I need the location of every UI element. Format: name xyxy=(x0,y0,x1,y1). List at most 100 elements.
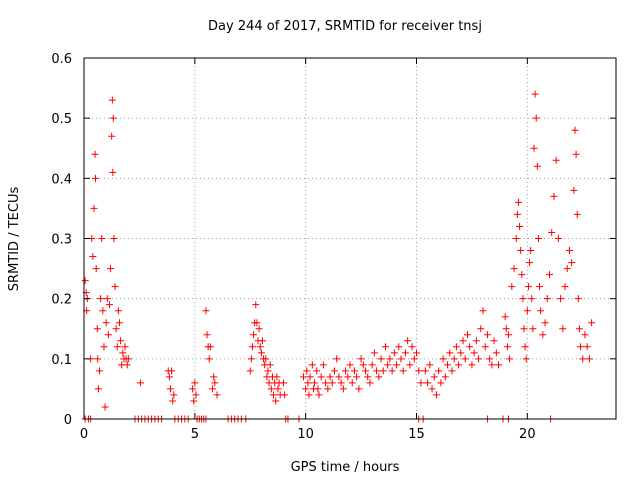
data-point xyxy=(570,186,578,194)
data-point xyxy=(102,319,110,327)
data-point xyxy=(92,174,100,182)
data-point xyxy=(379,367,387,375)
data-point xyxy=(202,307,210,315)
data-point xyxy=(213,391,221,399)
data-point xyxy=(504,331,512,339)
data-marks xyxy=(81,90,596,423)
data-point xyxy=(108,132,116,140)
data-point xyxy=(381,343,389,351)
data-point xyxy=(350,367,358,375)
data-point xyxy=(368,361,376,369)
data-point xyxy=(326,373,334,381)
data-point xyxy=(355,385,363,393)
chart-title: Day 244 of 2017, SRMTID for receiver tns… xyxy=(208,19,482,34)
data-point xyxy=(508,283,516,291)
data-point xyxy=(117,337,125,345)
data-point xyxy=(89,253,97,261)
data-point xyxy=(253,319,261,327)
data-point xyxy=(110,235,118,242)
data-point xyxy=(512,235,520,242)
data-point xyxy=(568,259,576,267)
data-point xyxy=(583,343,591,351)
data-point xyxy=(191,379,199,387)
data-point xyxy=(565,247,573,255)
axis-ticks: 0 5 10 15 20 0 0.1 0.2 0.3 0.4 0.5 0.6 xyxy=(51,52,616,442)
data-point xyxy=(532,114,540,122)
data-point xyxy=(503,343,511,351)
data-point xyxy=(330,367,338,375)
data-point xyxy=(533,162,541,170)
data-point xyxy=(518,271,526,279)
data-point xyxy=(455,361,463,369)
data-point xyxy=(386,355,394,363)
data-point xyxy=(103,295,111,303)
data-point xyxy=(522,355,530,363)
data-point xyxy=(424,379,432,387)
data-point xyxy=(112,325,120,333)
data-point xyxy=(315,391,323,399)
data-point xyxy=(399,367,407,375)
data-point xyxy=(299,373,307,381)
data-point xyxy=(119,349,127,357)
data-point xyxy=(104,331,112,339)
data-point xyxy=(395,343,403,351)
data-point xyxy=(490,337,498,345)
data-point xyxy=(266,361,274,369)
data-point xyxy=(459,337,467,345)
data-point xyxy=(561,283,569,291)
data-point xyxy=(192,391,200,399)
data-point xyxy=(97,295,105,303)
data-point xyxy=(91,150,99,158)
data-point xyxy=(528,295,536,303)
data-point xyxy=(563,265,571,273)
data-point xyxy=(483,331,491,339)
data-point xyxy=(521,343,529,351)
data-point xyxy=(548,228,556,236)
data-point xyxy=(502,325,510,333)
data-point xyxy=(501,313,509,321)
data-point xyxy=(311,379,319,387)
data-point xyxy=(280,379,287,387)
data-point xyxy=(486,355,494,363)
data-point xyxy=(246,367,254,375)
data-point xyxy=(92,265,100,273)
data-point xyxy=(437,379,445,387)
data-point xyxy=(388,367,396,375)
data-point xyxy=(585,355,593,363)
data-point xyxy=(457,349,465,357)
data-point xyxy=(375,373,383,381)
data-point xyxy=(348,379,356,387)
data-point xyxy=(346,361,354,369)
data-point xyxy=(579,355,587,363)
data-point xyxy=(510,265,518,273)
data-point xyxy=(472,337,480,345)
data-point xyxy=(441,373,449,381)
data-point xyxy=(452,343,460,351)
data-point xyxy=(258,337,266,345)
data-point xyxy=(559,325,567,333)
data-point xyxy=(523,307,531,315)
data-point xyxy=(281,391,289,399)
data-point xyxy=(481,343,489,351)
data-point xyxy=(439,355,447,363)
x-tick-label: 5 xyxy=(191,427,199,442)
data-point xyxy=(435,367,443,375)
data-point xyxy=(364,373,372,381)
data-point xyxy=(516,222,524,230)
data-point xyxy=(317,373,325,381)
data-point xyxy=(328,379,336,387)
y-tick-label: 0.1 xyxy=(51,353,72,368)
data-point xyxy=(256,343,264,351)
data-point xyxy=(270,391,278,399)
data-point xyxy=(448,367,456,375)
data-point xyxy=(166,385,174,393)
data-point xyxy=(94,355,102,363)
data-point xyxy=(428,385,436,393)
data-point xyxy=(477,325,485,333)
data-point xyxy=(272,397,280,405)
data-point xyxy=(109,168,117,176)
data-point xyxy=(209,385,217,393)
data-point xyxy=(210,373,218,381)
grid-lines xyxy=(84,58,616,419)
data-point xyxy=(322,379,330,387)
